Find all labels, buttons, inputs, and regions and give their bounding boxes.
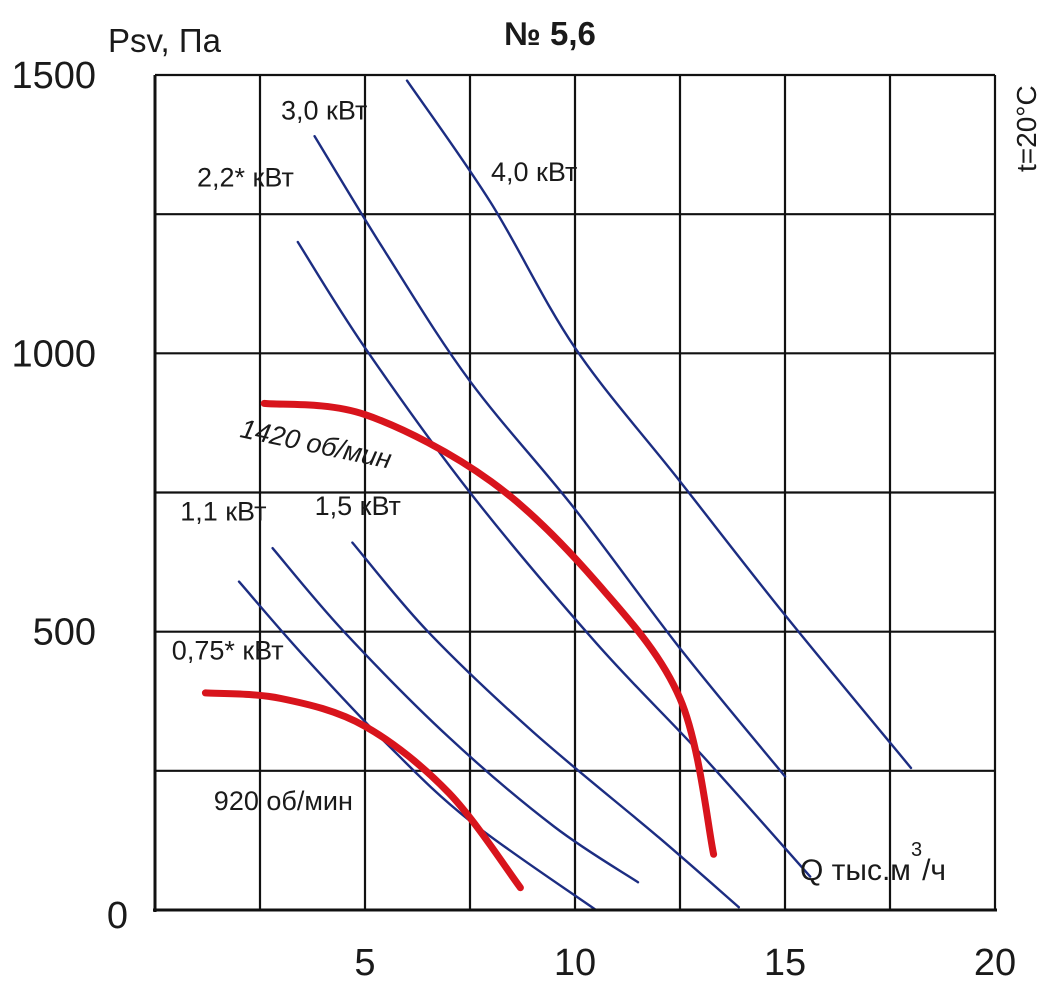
plot-frame: [153, 75, 997, 912]
power-line: [271, 547, 640, 884]
x-axis-label-main: Q тыс.м: [800, 854, 911, 887]
x-tick-label: 5: [354, 942, 375, 984]
x-tick-labels: 5 10 15 20: [354, 942, 1016, 984]
grid-lines: [155, 73, 997, 910]
y-tick-label: 1000: [11, 333, 96, 375]
power-line: [296, 240, 812, 878]
x-tick-label: 10: [554, 942, 596, 984]
y-axis-label: Psv, Па: [108, 22, 222, 59]
curve-label: 1420 об/мин: [238, 413, 395, 474]
x-axis-label-sup: 3: [911, 839, 922, 861]
curve-label: 920 об/мин: [214, 786, 353, 816]
y-tick-label: 500: [33, 612, 96, 654]
y-tick-label: 1500: [11, 55, 96, 97]
curves: [201, 79, 913, 912]
temperature-note: t=20°C: [1011, 85, 1042, 172]
power-line: [351, 541, 740, 909]
speed-curve: [201, 689, 524, 892]
power-line: [313, 135, 787, 778]
x-tick-label: 20: [974, 942, 1016, 984]
y-tick-label: 0: [107, 895, 128, 937]
curve-label: 4,0 кВт: [491, 157, 577, 187]
x-tick-label: 15: [764, 942, 806, 984]
curve-label: 1,5 кВт: [315, 491, 401, 521]
speed-curve: [260, 399, 718, 858]
chart-title: № 5,6: [504, 15, 596, 52]
curve-label: 3,0 кВт: [281, 96, 367, 126]
x-axis-label-tail: /ч: [922, 854, 946, 887]
x-axis-label: Q тыс.м3/ч: [800, 839, 946, 887]
power-line: [405, 79, 913, 770]
curve-labels: 0,75* кВт 1,1 кВт 1,5 кВт 2,2* кВт 3,0 кВт 4,…: [172, 96, 578, 816]
curve-label: 2,2* кВт: [197, 162, 294, 192]
y-tick-labels: 0 500 1000 1500: [11, 55, 128, 937]
curve-label: 0,75* кВт: [172, 636, 284, 666]
curve-label: 1,1 кВт: [180, 496, 266, 526]
